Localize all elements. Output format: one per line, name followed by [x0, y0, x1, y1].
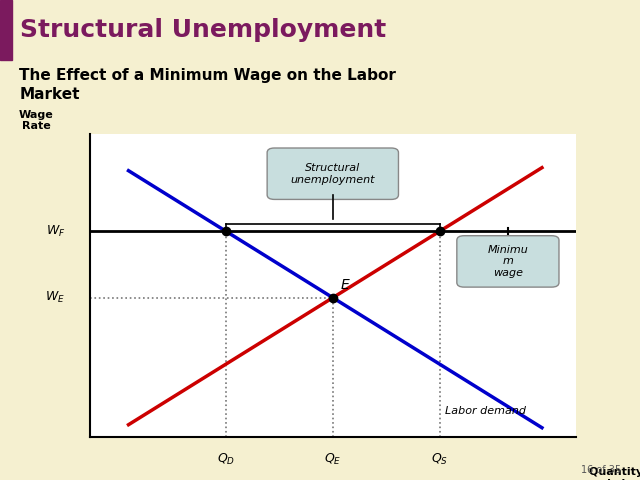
Text: The Effect of a Minimum Wage on the Labor
Market: The Effect of a Minimum Wage on the Labo…	[19, 68, 396, 102]
FancyBboxPatch shape	[267, 148, 399, 199]
FancyBboxPatch shape	[457, 236, 559, 287]
Text: $W_E$: $W_E$	[45, 290, 65, 305]
Text: Structural Unemployment: Structural Unemployment	[20, 18, 387, 42]
Text: 16 of 35: 16 of 35	[580, 465, 621, 475]
Text: Labor demand: Labor demand	[445, 406, 525, 416]
Text: $E$: $E$	[340, 277, 351, 292]
Text: Wage
Rate: Wage Rate	[19, 110, 54, 132]
Text: Structural
unemployment: Structural unemployment	[291, 163, 375, 185]
Text: Quantity of
Labor: Quantity of Labor	[589, 467, 640, 480]
Text: $Q_S$: $Q_S$	[431, 452, 449, 467]
Text: $Q_E$: $Q_E$	[324, 452, 342, 467]
Bar	[0, 0, 12, 60]
Text: Minimu
m
wage: Minimu m wage	[488, 245, 528, 278]
Text: $Q_D$: $Q_D$	[217, 452, 235, 467]
Text: $W_F$: $W_F$	[46, 224, 65, 239]
